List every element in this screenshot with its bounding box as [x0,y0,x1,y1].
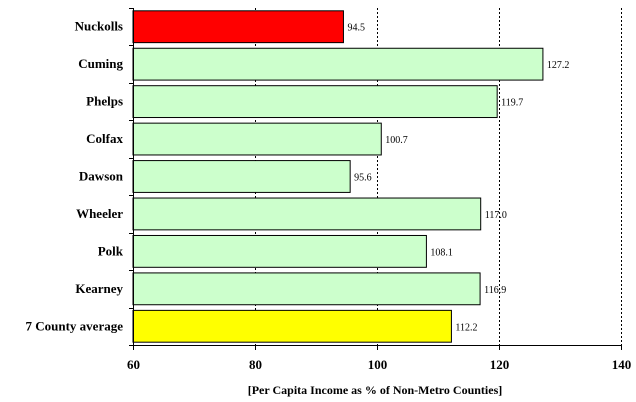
value-label: 94.5 [347,23,365,34]
bar-dawson [132,160,351,193]
bar-nuckolls [132,10,344,44]
axes: 60 80 100 120 140 [127,8,631,372]
value-label: 117.0 [485,210,507,221]
category-label: Nuckolls [75,19,123,34]
x-tick-label: 80 [249,357,262,372]
category-label: 7 County average [26,318,124,333]
category-label: Dawson [79,169,124,184]
x-tick-label: 140 [612,357,632,372]
category-label: Kearney [75,281,123,296]
category-label: Cuming [78,56,123,71]
bar-polk [132,234,427,268]
x-axis-title: [Per Capita Income as % of Non-Metro Cou… [248,383,503,397]
x-tick-label: 120 [490,357,510,372]
bar-cuming [132,47,544,81]
value-label: 100.7 [385,135,408,146]
category-label: Polk [98,243,124,258]
bars: Nuckolls 94.5 Cuming 127.2 Phelps 119.7 Colfax… [26,10,570,343]
bar-wheeler [132,197,482,231]
bar-phelps [132,85,498,119]
bar-colfax [132,122,382,156]
x-tick-label: 100 [368,357,388,372]
value-label: 112.2 [455,322,477,333]
value-label: 116.9 [484,285,506,296]
category-label: Phelps [86,94,123,109]
bar-7-county-average [132,309,452,343]
category-label: Wheeler [76,206,123,221]
value-label: 108.1 [430,247,453,258]
bar-kearney [132,272,481,306]
value-label: 127.2 [547,60,570,71]
value-label: 119.7 [501,98,523,109]
category-label: Colfax [86,131,123,146]
x-tick-label: 60 [127,357,140,372]
value-label: 95.6 [354,173,372,184]
